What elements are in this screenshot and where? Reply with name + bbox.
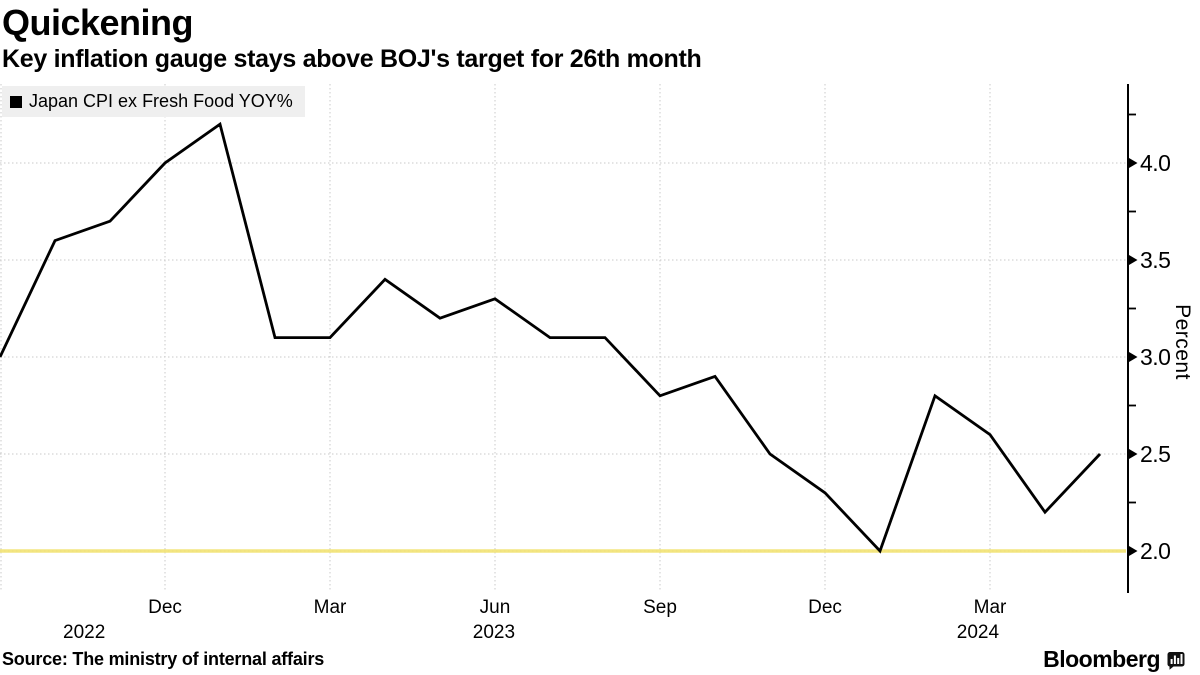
x-axis-year-label: 2024 <box>956 622 1000 643</box>
source-note: Source: The ministry of internal affairs <box>2 649 325 669</box>
x-axis-year-label: 2022 <box>63 622 106 643</box>
x-axis-month-label: Sep <box>643 597 677 618</box>
legend: Japan CPI ex Fresh Food YOY% <box>2 86 305 117</box>
y-axis-tick-label: 3.0 <box>1140 344 1171 370</box>
cpi-line-series <box>0 121 1102 554</box>
bloomberg-chart-icon <box>1167 651 1185 670</box>
y-axis-tick-label: 4.0 <box>1140 150 1171 176</box>
x-axis-month-label: Jun <box>479 597 511 618</box>
legend-label: Japan CPI ex Fresh Food YOY% <box>29 91 293 111</box>
y-axis-tick-label: 3.5 <box>1140 247 1171 273</box>
x-axis-month-label: Mar <box>313 597 347 618</box>
legend-swatch-icon <box>10 95 22 108</box>
y-axis-tick-label: 2.0 <box>1140 538 1171 564</box>
bloomberg-logo: Bloomberg <box>1043 646 1186 673</box>
x-axis-year-label: 2023 <box>472 622 516 643</box>
x-axis-month-label: Dec <box>808 597 842 618</box>
chart-title: Quickening <box>2 2 194 43</box>
bloomberg-wordmark: Bloomberg <box>1043 646 1160 672</box>
chart-subtitle: Key inflation gauge stays above BOJ's ta… <box>2 45 702 73</box>
x-axis-month-label: Dec <box>148 597 182 618</box>
x-axis-month-label: Mar <box>973 597 1007 618</box>
y-axis-tick-label: 2.5 <box>1140 441 1171 467</box>
y-axis-title: Percent <box>1171 304 1194 380</box>
